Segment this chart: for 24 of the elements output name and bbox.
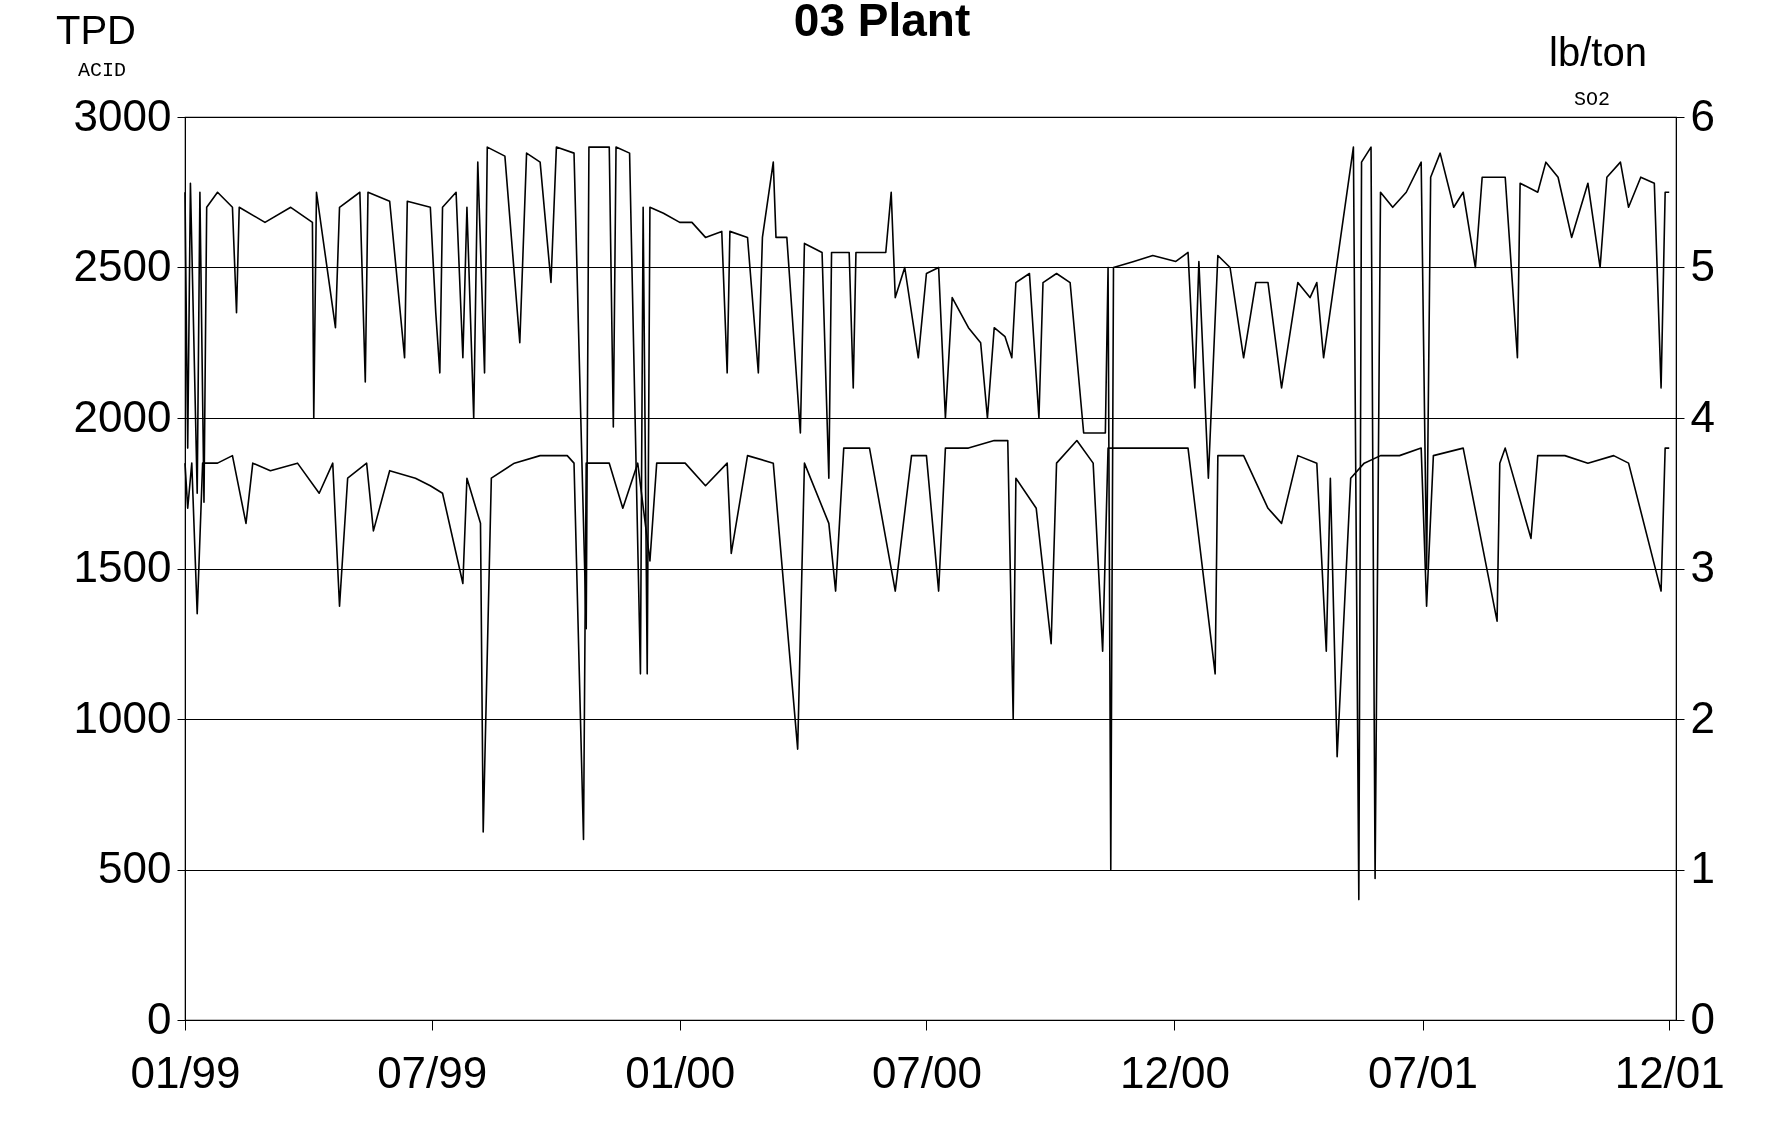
x-tick-label: 12/01 (1614, 1047, 1725, 1097)
y-tick-label: 500 (98, 843, 172, 892)
y-tick-label: 3000 (73, 90, 172, 140)
y-axis-title: TPDACID (56, 8, 136, 82)
y-tick-label: 0 (147, 993, 172, 1043)
y-tick-label: 1000 (73, 692, 172, 742)
y2-tick-label: 0 (1690, 993, 1715, 1043)
x-tick-label: 01/00 (625, 1047, 736, 1097)
y2-tick-label: 1 (1690, 843, 1715, 892)
x-tick-label: 01/99 (130, 1047, 241, 1097)
y-tick-label: 2000 (73, 391, 172, 441)
y-tick-label: 1500 (73, 542, 172, 591)
x-tick-label: 07/00 (871, 1047, 982, 1097)
y-tick-label: 2500 (73, 241, 172, 290)
y2-axis-title: lb/tonSO2 (1549, 30, 1647, 111)
x-tick-label: 07/01 (1367, 1047, 1479, 1097)
y2-tick-label: 5 (1690, 241, 1715, 290)
y2-tick-label: 4 (1690, 391, 1715, 441)
y2-tick-label: 2 (1690, 692, 1715, 742)
x-tick-label: 07/99 (377, 1047, 488, 1097)
x-tick-label: 12/00 (1119, 1047, 1231, 1097)
y2-tick-label: 3 (1690, 542, 1715, 591)
y2-tick-label: 6 (1690, 90, 1715, 140)
chart-title: 03 Plant (793, 0, 971, 46)
